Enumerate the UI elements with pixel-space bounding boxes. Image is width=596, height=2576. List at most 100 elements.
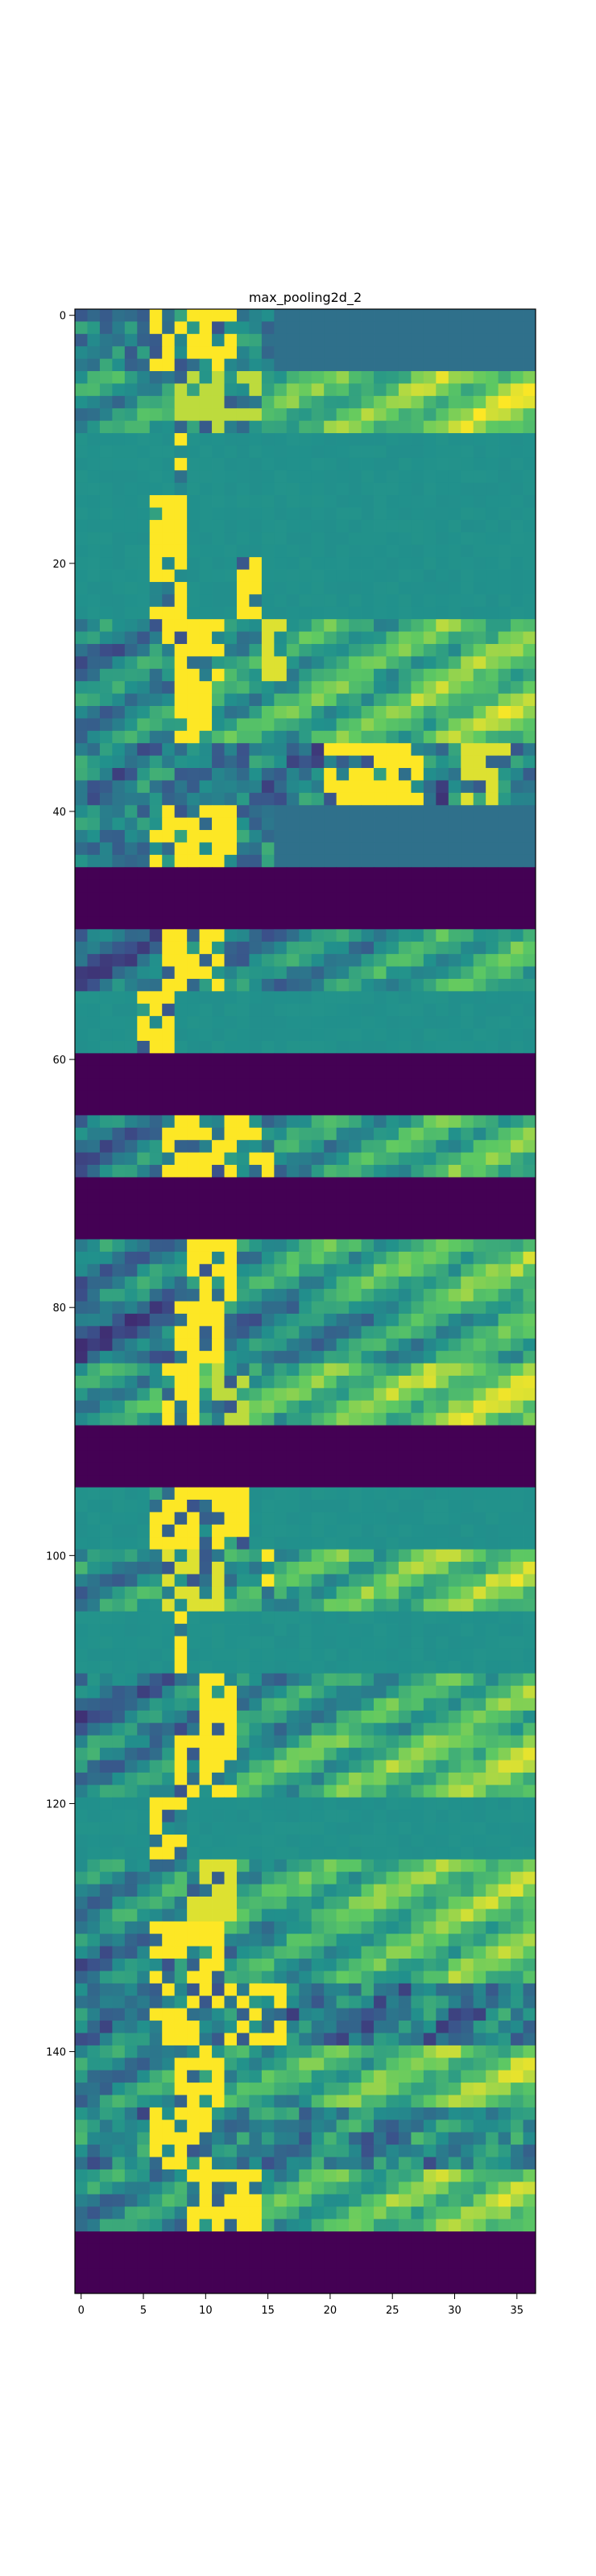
heatmap-cell <box>87 681 101 694</box>
heatmap-cell <box>236 1810 250 1823</box>
heatmap-cell <box>137 333 151 347</box>
heatmap-cell <box>137 1810 151 1823</box>
heatmap-cell <box>461 1152 474 1166</box>
heatmap-cell <box>112 681 126 694</box>
heatmap-cell <box>486 1686 499 1699</box>
heatmap-cell <box>423 929 437 943</box>
heatmap-cell <box>99 916 113 930</box>
heatmap-cell <box>87 1512 101 1525</box>
heatmap-cell <box>261 433 275 446</box>
heatmap-cell <box>448 1686 461 1699</box>
heatmap-cell <box>199 1450 213 1463</box>
heatmap-cell <box>124 495 138 508</box>
heatmap-cell <box>511 321 524 335</box>
heatmap-cell <box>436 420 449 434</box>
heatmap-cell <box>199 1165 213 1178</box>
heatmap-cell <box>174 1462 188 1476</box>
heatmap-cell <box>249 1040 263 1054</box>
heatmap-cell <box>411 1698 424 1711</box>
heatmap-cell <box>473 1028 486 1042</box>
heatmap-cell <box>87 433 101 446</box>
heatmap-cell <box>261 495 275 508</box>
heatmap-cell <box>423 1152 437 1166</box>
heatmap-cell <box>99 706 113 719</box>
heatmap-cell <box>236 1500 250 1513</box>
heatmap-cell <box>461 581 474 595</box>
heatmap-cell <box>261 1934 275 1947</box>
heatmap-cell <box>349 1413 362 1426</box>
heatmap-cell <box>324 470 337 484</box>
heatmap-cell <box>99 643 113 657</box>
heatmap-cell <box>224 470 238 484</box>
heatmap-cell <box>236 1413 250 1426</box>
heatmap-cell <box>224 1189 238 1203</box>
heatmap-cell <box>374 1735 387 1748</box>
heatmap-cell <box>311 817 325 831</box>
heatmap-cell <box>448 1239 461 1253</box>
heatmap-cell <box>386 1437 399 1451</box>
heatmap-cell <box>386 519 399 533</box>
heatmap-cell <box>199 619 213 632</box>
heatmap-cell <box>411 681 424 694</box>
heatmap-cell <box>162 1276 176 1290</box>
heatmap-cell <box>349 1053 362 1067</box>
heatmap-cell <box>361 1400 375 1414</box>
heatmap-cell <box>212 780 225 794</box>
heatmap-cell <box>511 557 524 570</box>
heatmap-cell <box>523 333 536 347</box>
heatmap-cell <box>324 532 337 546</box>
heatmap-cell <box>124 1326 138 1340</box>
heatmap-cell <box>486 1400 499 1414</box>
heatmap-cell <box>523 1090 536 1104</box>
heatmap-cell <box>286 1016 300 1029</box>
heatmap-cell <box>448 1251 461 1265</box>
heatmap-cell <box>361 1710 375 1724</box>
heatmap-cell <box>112 941 126 955</box>
heatmap-cell <box>374 1710 387 1724</box>
heatmap-cell <box>249 1524 263 1538</box>
heatmap-cell <box>187 1437 200 1451</box>
heatmap-cell <box>174 830 188 843</box>
heatmap-cell <box>212 805 225 819</box>
heatmap-cell <box>411 1524 424 1538</box>
heatmap-cell <box>324 867 337 881</box>
heatmap-cell <box>99 495 113 508</box>
heatmap-cell <box>411 1710 424 1724</box>
heatmap-cell <box>199 1710 213 1724</box>
heatmap-cell <box>224 693 238 707</box>
heatmap-cell <box>99 991 113 1005</box>
heatmap-cell <box>398 1413 412 1426</box>
heatmap-cell <box>349 1313 362 1327</box>
heatmap-cell <box>448 1524 461 1538</box>
heatmap-cell <box>75 879 88 893</box>
heatmap-cell <box>87 1127 101 1141</box>
heatmap-cell <box>411 830 424 843</box>
heatmap-cell <box>286 1003 300 1017</box>
heatmap-cell <box>75 966 88 980</box>
heatmap-cell <box>423 371 437 384</box>
heatmap-cell <box>261 1698 275 1711</box>
heatmap-cell <box>498 1227 511 1240</box>
heatmap-cell <box>261 1127 275 1141</box>
heatmap-cell <box>87 706 101 719</box>
heatmap-cell <box>486 1512 499 1525</box>
heatmap-cell <box>498 408 511 422</box>
heatmap-cell <box>99 904 113 918</box>
heatmap-cell <box>199 916 213 930</box>
heatmap-cell <box>461 445 474 459</box>
heatmap-cell <box>162 1599 176 1612</box>
heatmap-cell <box>274 1797 288 1810</box>
heatmap-cell <box>386 1549 399 1563</box>
heatmap-cell <box>236 1512 250 1525</box>
heatmap-cell <box>224 1239 238 1253</box>
heatmap-cell <box>224 1450 238 1463</box>
heatmap-cell <box>411 1723 424 1736</box>
heatmap-cell <box>511 482 524 496</box>
heatmap-cell <box>324 1822 337 1835</box>
heatmap-cell <box>448 842 461 856</box>
heatmap-cell <box>473 1177 486 1191</box>
heatmap-cell <box>511 1003 524 1017</box>
heatmap-cell <box>286 941 300 955</box>
heatmap-cell <box>75 1934 88 1947</box>
heatmap-cell <box>162 1450 176 1463</box>
